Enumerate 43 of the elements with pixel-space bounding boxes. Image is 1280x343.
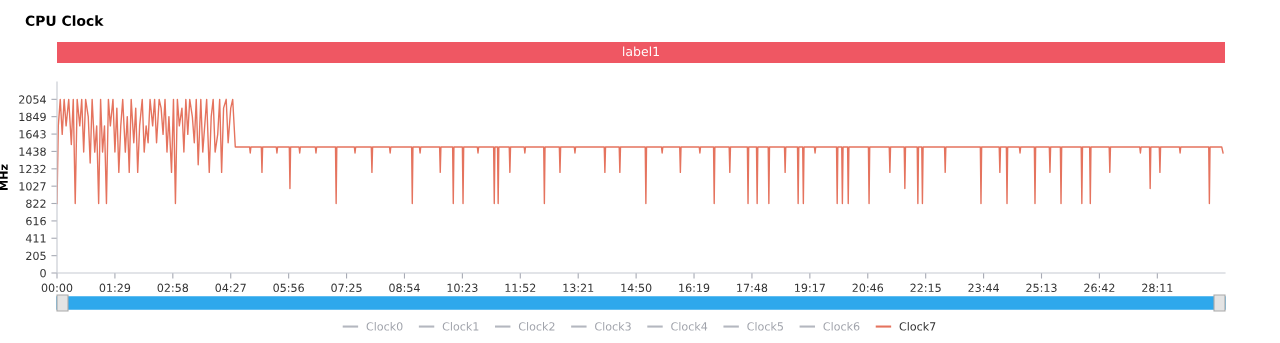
legend-label: Clock2	[518, 322, 555, 331]
legend-label: Clock0	[366, 322, 403, 331]
x-tick-label: 08:54	[389, 283, 420, 293]
x-tick-label: 22:15	[910, 283, 941, 293]
y-tick-label: 1232	[19, 164, 46, 174]
y-tick-label: 0	[40, 268, 46, 278]
y-tick-label: 1027	[19, 182, 46, 191]
x-tick-label: 00:00	[41, 283, 73, 293]
x-tick-label: 10:23	[447, 283, 478, 293]
legend-label: Clock5	[747, 322, 783, 331]
y-tick-label: 1438	[19, 147, 46, 156]
legend-label: Clock1	[442, 322, 479, 331]
y-tick-label: 205	[26, 251, 46, 261]
x-tick-label: 20:46	[852, 283, 884, 293]
x-tick-label: 05:56	[273, 283, 304, 293]
y-tick-label: 1849	[19, 112, 46, 122]
y-tick-label: 822	[26, 199, 46, 208]
y-tick-label: 2054	[19, 95, 46, 104]
x-tick-label: 23:44	[968, 283, 999, 293]
x-tick-label: 02:58	[157, 283, 189, 293]
y-tick-label: 411	[25, 234, 46, 243]
y-tick-label: 1643	[19, 130, 46, 139]
x-tick-label: 01:29	[99, 283, 131, 293]
y-tick-label: 616	[26, 216, 46, 226]
x-tick-label: 16:19	[679, 283, 710, 293]
x-tick-label: 19:17	[795, 283, 825, 293]
x-tick-label: 11:52	[505, 283, 536, 293]
legend-label: Clock4	[671, 322, 708, 331]
x-tick-label: 07:25	[331, 283, 362, 293]
x-tick-label: 13:21	[563, 283, 594, 293]
legend-label: Clock3	[595, 322, 631, 331]
y-axis-title: MHz	[0, 164, 8, 190]
x-tick-label: 17:48	[737, 283, 768, 293]
text: label1	[623, 46, 659, 57]
x-tick-label: 25:13	[1026, 283, 1057, 293]
x-tick-label: 26:42	[1084, 283, 1115, 293]
x-tick-label: 04:27	[215, 283, 246, 293]
legend-label: Clock7	[899, 322, 936, 331]
line-series	[57, 98, 1224, 205]
chart-title: CPU Clock	[25, 15, 104, 27]
legend-label: Clock6	[823, 322, 860, 331]
x-tick-label: 14:50	[621, 283, 652, 293]
x-tick-label: 28:11	[1142, 283, 1173, 293]
